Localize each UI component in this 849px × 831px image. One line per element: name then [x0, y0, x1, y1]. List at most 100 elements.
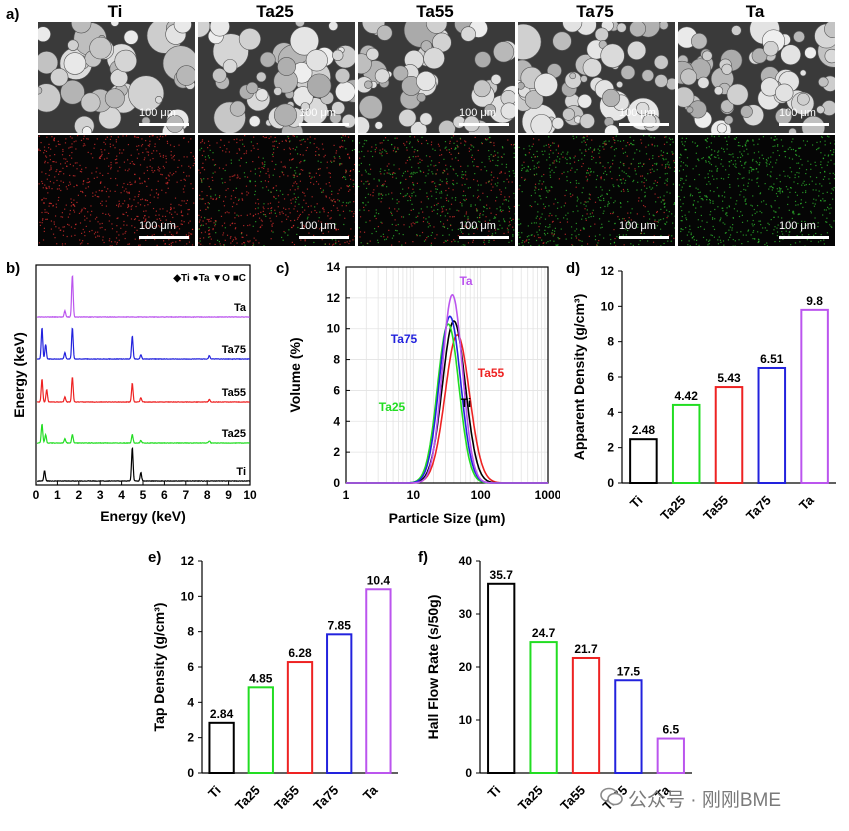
sem-image-ta25 [198, 22, 355, 133]
value-label: 10.4 [367, 573, 391, 587]
y-tick-label: 8 [607, 335, 614, 349]
y-axis-label: Tap Density (g/cm³) [151, 603, 167, 732]
series-label: Ta25 [222, 428, 246, 440]
psd-curve-ta55 [346, 334, 548, 484]
scale-bar [299, 123, 349, 126]
psd-curve-ta75 [346, 315, 548, 484]
x-tick-label: 1 [54, 488, 61, 502]
spectrum-ta55 [36, 377, 250, 404]
bar-ta75 [326, 633, 353, 774]
y-tick-label: 20 [459, 660, 473, 674]
scale-bar [459, 123, 509, 126]
y-tick-label: 10 [601, 299, 615, 313]
bar-ta25 [671, 403, 701, 484]
bar-ta55 [286, 661, 314, 774]
bar-ti [208, 721, 235, 774]
x-axis-label: Particle Size (μm) [389, 510, 506, 526]
particle-size-chart: 0 2 4 6 8 10 12 14 1 10 100 1000 Particle Size (μm) V… [287, 260, 560, 526]
bar-ta75 [757, 366, 787, 484]
apparent-density-chart: 0 2 4 6 8 10 12 Apparent Density (g/cm³) 2.48 Ti 4… [571, 264, 836, 524]
scale-bar [459, 236, 509, 239]
sample-title-ti: Ti [107, 2, 123, 21]
panel-label-a: a) [6, 6, 20, 23]
y-tick-label: 10 [181, 589, 195, 603]
x-tick-label: 3 [97, 488, 104, 502]
x-tick-label: 8 [204, 488, 211, 502]
x-tick-label: 1 [343, 488, 350, 502]
value-label: 6.5 [662, 723, 679, 737]
x-tick-label: 1000 [535, 488, 560, 502]
x-tick-label: Ta25 [657, 493, 688, 524]
value-label: 5.43 [717, 371, 741, 385]
series-label: Ta75 [222, 344, 246, 356]
psd-curve-ta [346, 293, 548, 484]
scale-bar [779, 123, 829, 126]
y-tick-label: 8 [333, 353, 340, 367]
sample-title-ta75: Ta75 [576, 2, 614, 21]
x-tick-label: Ta55 [700, 493, 731, 524]
bar-ta [365, 588, 392, 775]
value-label: 4.42 [675, 389, 699, 403]
x-tick-label: 7 [182, 488, 189, 502]
bar-ta55 [714, 386, 744, 485]
y-tick-label: 2 [333, 445, 340, 459]
tap-density-chart: 0 2 4 6 8 10 12 Tap Density (g/cm³) 2.84 Ti 4.85 Ta… [151, 554, 398, 814]
series-label-ta: Ta [459, 274, 472, 288]
x-tick-label: Ti [485, 783, 504, 802]
value-label: 24.7 [532, 626, 556, 640]
sem-image-ta55 [358, 22, 515, 133]
scale-bar-label: 100 μm [619, 220, 656, 232]
scale-bar-label: 100 μm [459, 220, 496, 232]
panel-label-d: d) [566, 260, 581, 277]
bar-ti [487, 582, 516, 775]
panel-label-b: b) [6, 260, 21, 277]
x-tick-label: Ta55 [271, 783, 302, 814]
sample-title-ta: Ta [745, 2, 765, 21]
y-tick-label: 0 [333, 476, 340, 490]
x-tick-label: Ti [205, 783, 224, 802]
sem-image-ta [678, 22, 835, 133]
series-label: Ta55 [222, 387, 246, 399]
eds-image-ti [38, 135, 195, 246]
bar-ta [800, 308, 829, 484]
scale-bar [619, 123, 669, 126]
bar-ta25 [529, 641, 558, 774]
scale-bar-label: 100 μm [779, 107, 816, 119]
y-tick-label: 0 [187, 766, 194, 780]
x-tick-label: Ta25 [515, 783, 546, 814]
spectrum-ta25 [36, 423, 250, 445]
x-tick-label: 6 [161, 488, 168, 502]
x-tick-label: Ta [796, 492, 817, 513]
y-tick-label: 2 [187, 731, 194, 745]
value-label: 6.28 [288, 646, 312, 660]
eds-image-ta25 [198, 135, 355, 246]
y-axis-label: Energy (keV) [11, 332, 27, 418]
eds-image-ta55 [358, 135, 515, 246]
scale-bar-label: 100 μm [299, 220, 336, 232]
x-axis-label: Energy (keV) [100, 508, 186, 524]
spectrum-ta75 [36, 327, 251, 361]
y-tick-label: 6 [333, 383, 340, 397]
eds-image-ta75 [518, 135, 675, 246]
spectrum-ti [36, 446, 251, 483]
scale-bar-label: 100 μm [459, 107, 496, 119]
x-tick-label: Ta75 [310, 783, 341, 814]
y-tick-label: 40 [459, 554, 473, 568]
x-tick-label: 4 [118, 488, 125, 502]
watermark-text: 公众号 · 刚刚BME [628, 790, 782, 811]
series-label-ta25: Ta25 [379, 400, 406, 414]
y-tick-label: 0 [607, 476, 614, 490]
scale-bar-label: 100 μm [139, 220, 176, 232]
y-tick-label: 10 [327, 322, 341, 336]
panel-label-e: e) [148, 549, 162, 566]
x-tick-label: Ta25 [232, 783, 263, 814]
scale-bar [139, 236, 189, 239]
legend: ◆Ti ●Ta ▼O ■C [172, 273, 246, 284]
value-label: 21.7 [574, 642, 598, 656]
x-tick-label: 2 [75, 488, 82, 502]
x-tick-label: Ta75 [743, 493, 774, 524]
y-axis-label: Apparent Density (g/cm³) [571, 294, 587, 460]
y-tick-label: 12 [181, 554, 195, 568]
panel-label-f: f) [418, 549, 428, 566]
y-axis-label: Hall Flow Rate (s/50g) [425, 595, 441, 740]
